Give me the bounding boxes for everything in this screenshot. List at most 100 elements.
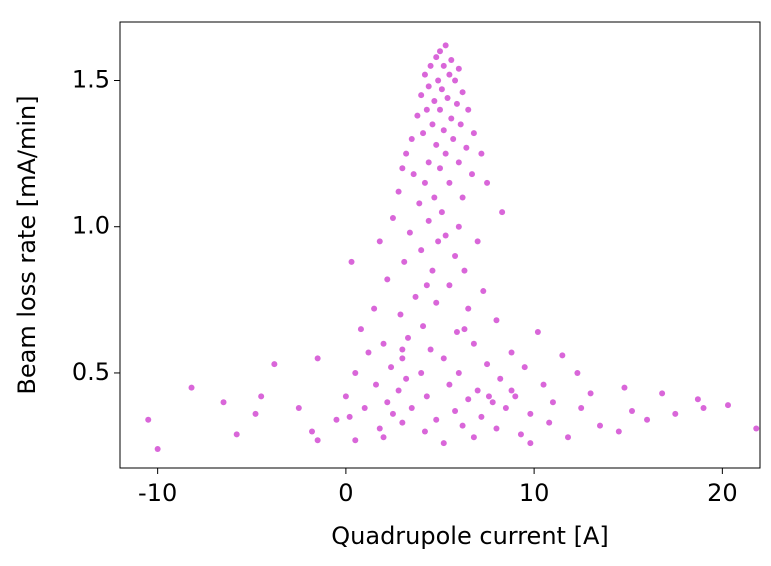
point — [448, 57, 455, 64]
point — [433, 416, 440, 423]
point — [574, 369, 581, 376]
point — [753, 425, 760, 432]
point — [412, 293, 419, 300]
point — [427, 346, 434, 353]
point — [429, 267, 436, 274]
point — [527, 440, 534, 447]
point — [452, 407, 459, 414]
point — [485, 393, 492, 400]
point — [442, 150, 449, 157]
point — [421, 71, 428, 78]
point — [365, 349, 372, 356]
point — [499, 209, 506, 216]
point — [540, 381, 547, 388]
point — [534, 329, 541, 336]
point — [423, 393, 430, 400]
point — [418, 92, 425, 99]
point — [440, 440, 447, 447]
point — [489, 399, 496, 406]
point — [425, 159, 432, 166]
point — [397, 311, 404, 318]
point — [478, 150, 485, 157]
point — [497, 375, 504, 382]
point — [446, 71, 453, 78]
point — [455, 223, 462, 230]
point — [470, 130, 477, 137]
point — [440, 127, 447, 134]
point — [512, 393, 519, 400]
point — [459, 422, 466, 429]
point — [565, 434, 571, 441]
point — [442, 232, 449, 239]
point — [314, 437, 321, 444]
point — [145, 416, 152, 423]
point — [502, 405, 509, 412]
point — [405, 334, 411, 341]
point — [465, 396, 472, 403]
point — [465, 305, 472, 312]
point — [418, 247, 425, 254]
point — [384, 276, 391, 283]
point — [416, 200, 423, 207]
point — [700, 405, 707, 412]
point — [252, 410, 259, 417]
point — [421, 179, 428, 186]
point — [433, 54, 440, 61]
point — [615, 428, 622, 435]
point — [371, 305, 378, 312]
y-axis-label: Beam loss rate [mA/min] — [13, 95, 41, 394]
point — [440, 62, 447, 69]
point — [314, 355, 321, 362]
point — [546, 419, 553, 426]
point — [420, 130, 427, 137]
point — [480, 288, 487, 295]
point — [440, 355, 447, 362]
point — [461, 267, 468, 274]
point — [346, 413, 353, 420]
point — [433, 299, 440, 306]
point — [401, 258, 408, 265]
point — [431, 97, 438, 104]
point — [233, 431, 240, 438]
point — [438, 86, 445, 93]
point — [373, 381, 379, 388]
point — [342, 393, 349, 400]
point — [694, 396, 701, 403]
point — [433, 141, 440, 148]
point — [389, 214, 396, 221]
point — [408, 135, 415, 142]
point — [455, 65, 462, 72]
point — [399, 419, 406, 426]
point — [435, 238, 442, 245]
point — [389, 410, 396, 417]
point — [376, 425, 383, 432]
x-tick-label: 0 — [338, 479, 353, 507]
y-tick-label: 1.0 — [72, 212, 110, 240]
point — [431, 194, 438, 201]
point — [423, 106, 430, 113]
point — [423, 282, 430, 289]
point — [435, 77, 442, 84]
point — [444, 95, 451, 102]
point — [484, 179, 491, 186]
point — [414, 112, 421, 119]
point — [474, 238, 481, 245]
point — [549, 399, 556, 406]
point — [461, 326, 468, 333]
point — [470, 340, 477, 347]
point — [459, 89, 466, 96]
x-axis-label: Quadrupole current [A] — [331, 522, 608, 550]
point — [429, 121, 436, 128]
x-tick-label: -10 — [138, 479, 177, 507]
point — [453, 100, 460, 107]
point — [295, 405, 302, 412]
point — [154, 445, 161, 452]
point — [478, 413, 485, 420]
point — [220, 399, 227, 406]
point — [410, 171, 417, 178]
point — [188, 384, 195, 391]
point — [395, 387, 402, 394]
x-tick-label: 10 — [519, 479, 550, 507]
point — [469, 171, 475, 178]
